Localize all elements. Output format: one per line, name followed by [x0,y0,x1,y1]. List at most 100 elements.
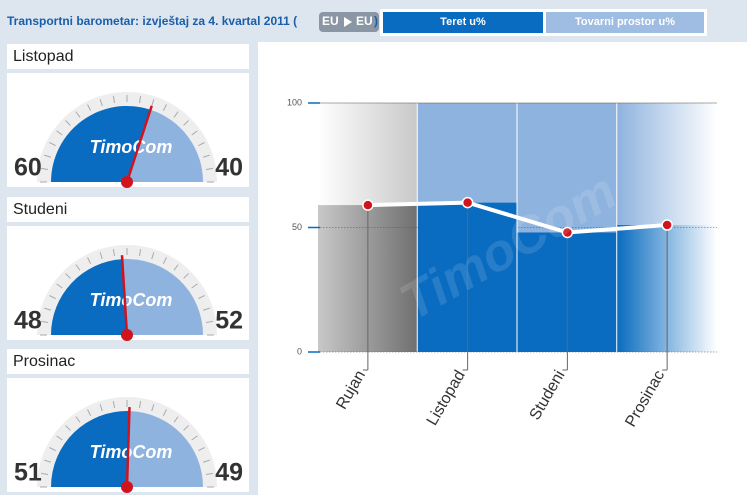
column-upper [417,103,517,203]
gauge-tick [99,99,103,107]
gauge-tick [139,400,142,409]
gauge-right [127,109,203,182]
gauge-tick [56,130,63,136]
gauges: Listopad TimoCom 60 40 Studeni TimoCom 48 52 Pro… [7,44,249,493]
gauge-tick [183,273,189,279]
route-from: EU [322,14,339,28]
tab-label[interactable]: Teret u% [440,16,486,28]
gauge-tick [162,409,167,416]
gauge-needle [125,105,153,183]
tab-active[interactable] [383,12,543,33]
route-arrow [344,17,352,27]
gauge-tick [87,257,92,264]
gauge-tick [87,104,92,111]
gauge-title: Studeni [13,201,67,218]
gauge-tick [75,111,81,118]
data-point [661,219,673,231]
gauge-right [127,411,203,487]
gauge-tick [183,120,189,126]
gauge-tick [75,416,81,423]
gauge-tick [75,264,81,271]
gauge-tick [112,95,115,104]
gauge-tick [40,472,49,475]
header-title: Transportni barometar: izvještaj za 4. k… [7,14,297,28]
gauge-left-value: 51 [14,459,42,487]
gauge-right-value: 49 [215,459,243,487]
tab-inactive[interactable] [546,12,704,33]
gauge-left [51,105,151,182]
gauge-tick [198,447,205,452]
gauge-title-box [7,349,249,374]
gauge-tick [162,104,167,111]
gauge-logo: TimoCom [90,137,173,157]
data-point [561,226,574,239]
gauge-right-value: 52 [215,307,243,335]
gauge-title: Prosinac [13,353,75,370]
gauge-tick [151,404,155,412]
gauge-tick [87,409,92,416]
y-tick-label: 0 [297,346,302,356]
gauge-tick [183,425,189,431]
header-close: ) [374,14,378,28]
gauge-tick [112,400,115,409]
gauge-tick [40,167,49,170]
gauge-left [51,411,130,487]
gauge-logo: TimoCom [90,290,173,310]
gauge-tick [173,111,179,118]
gauge-tick [65,120,71,126]
gauge-tick [202,459,210,463]
gauge-right-value: 40 [215,154,243,182]
gauge-tick [198,295,205,300]
gauge-hub [121,481,133,493]
column-upper [517,103,617,233]
gauge-tick [99,404,103,412]
gauge-tick [40,320,49,323]
data-point [461,196,474,209]
gauge-logo: TimoCom [90,442,173,462]
gauge-tick [191,283,198,289]
gauge-tick [56,283,63,289]
gauge-tick [139,248,142,257]
gauge-tick [202,307,210,311]
gauge-needle [125,407,131,488]
tab-label[interactable]: Tovarni prostor u% [575,16,675,28]
gauge-tick [198,142,205,147]
gauge-tick [99,252,103,260]
gauge-left [51,259,127,335]
column-upper [318,103,417,206]
gauge-tick [151,252,155,260]
gauge-tick [139,95,142,104]
gauge-left-value: 60 [14,154,42,182]
value-line [367,200,668,235]
gauge-tick [49,295,56,300]
gauge-tick [112,248,115,257]
y-tick-label: 100 [287,97,302,107]
gauge-tick [162,257,167,264]
gauge-hub [121,176,133,188]
gauge-tick [44,459,52,463]
gauge-needle [120,255,129,336]
y-tick-label: 50 [292,222,302,232]
gauge-tick [49,142,56,147]
gauge-tick [44,307,52,311]
gauge-tick [205,320,214,323]
gauge-tick [49,447,56,452]
gauge-tick [205,472,214,475]
gauge-hub [121,329,133,341]
gauge-title: Listopad [13,48,74,65]
gauge-tick [202,154,210,158]
gauge-title-box [7,197,249,222]
gauge-tick [191,130,198,136]
gauge-tick [205,167,214,170]
gauge-tick [173,416,179,423]
gauge-title-box [7,44,249,69]
gauge-tick [65,273,71,279]
gauge-tick [44,154,52,158]
gauge-tick [151,99,155,107]
gauge-tick [56,435,63,441]
gauge-tick [173,264,179,271]
gauge-tick [191,435,198,441]
